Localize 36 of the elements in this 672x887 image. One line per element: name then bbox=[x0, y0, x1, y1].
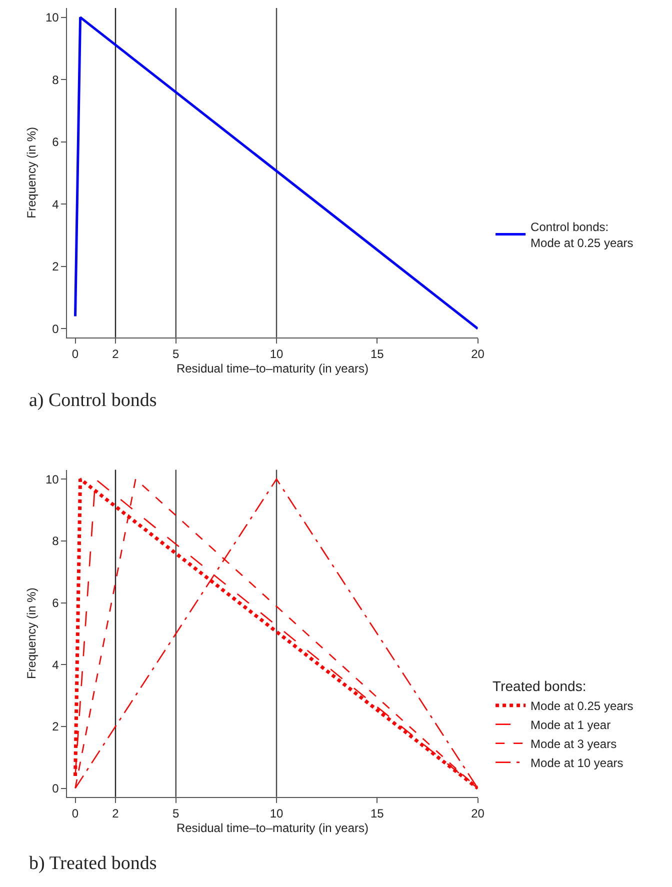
y-tick-label: 4 bbox=[52, 658, 60, 672]
y-axis-title: Frequency (in %) bbox=[24, 126, 39, 218]
x-tick-label: 20 bbox=[471, 806, 485, 820]
x-tick-label: 2 bbox=[112, 806, 120, 820]
x-tick-label: 5 bbox=[172, 806, 180, 820]
y-tick-label: 0 bbox=[52, 781, 60, 796]
x-tick-label: 0 bbox=[72, 806, 79, 820]
legend-label: Control bonds: Mode at 0.25 years bbox=[530, 220, 634, 250]
legend-label: Mode at 0.25 years bbox=[530, 699, 634, 714]
x-tick-label: 5 bbox=[172, 346, 180, 361]
y-axis-title: Frequency (in %) bbox=[24, 588, 39, 680]
y-tick-label: 0 bbox=[52, 322, 60, 336]
x-tick-label: 20 bbox=[471, 346, 485, 361]
y-tick-label: 2 bbox=[52, 720, 60, 734]
y-tick-label: 6 bbox=[52, 596, 60, 610]
y-tick-label: 10 bbox=[45, 10, 60, 25]
legend-label: Mode at 1 year bbox=[530, 718, 611, 732]
y-tick-label: 8 bbox=[52, 72, 60, 87]
y-tick-label: 4 bbox=[52, 197, 60, 212]
x-tick-label: 2 bbox=[112, 346, 120, 361]
text: a) Control bonds bbox=[29, 390, 157, 411]
y-tick-label: 8 bbox=[52, 534, 60, 548]
legend-label: Mode at 10 years bbox=[530, 756, 624, 770]
x-tick-label: 15 bbox=[370, 346, 384, 361]
legend-title: Treated bonds: bbox=[492, 678, 586, 694]
x-axis-title: Residual time–to–maturity (in years) bbox=[176, 821, 369, 836]
y-tick-label: 10 bbox=[45, 472, 60, 486]
x-tick-label: 0 bbox=[72, 346, 79, 361]
text: b) Treated bonds bbox=[29, 853, 157, 874]
x-axis-title: Residual time–to–maturity (in years) bbox=[176, 362, 369, 376]
legend-label: Mode at 3 years bbox=[530, 737, 617, 752]
x-tick-label: 10 bbox=[270, 806, 284, 820]
y-tick-label: 6 bbox=[52, 135, 60, 150]
x-tick-label: 15 bbox=[370, 806, 384, 820]
x-tick-label: 10 bbox=[270, 346, 284, 361]
y-tick-label: 2 bbox=[52, 260, 60, 274]
